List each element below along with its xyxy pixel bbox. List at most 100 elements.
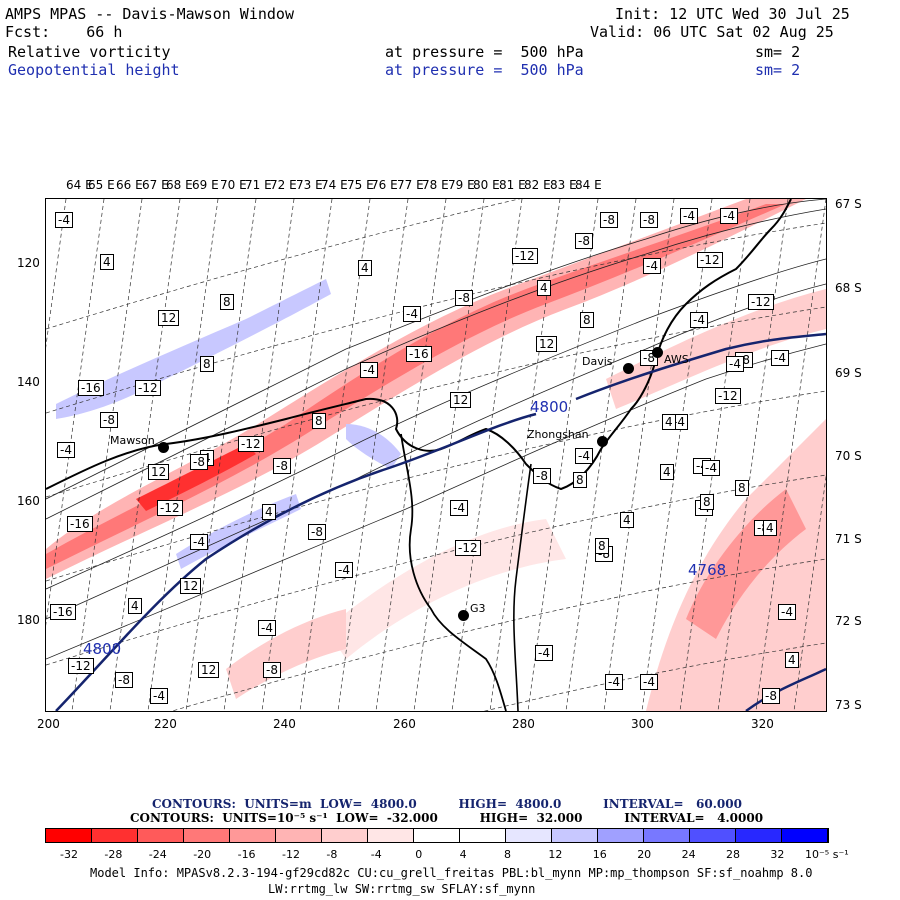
colorbar-unit: 10⁻⁵ s⁻¹ bbox=[805, 848, 849, 861]
field1-name: Relative vorticity bbox=[8, 43, 171, 61]
vorticity-contour-label: -4 bbox=[190, 534, 208, 550]
colorbar-swatch bbox=[552, 829, 598, 842]
vorticity-contour-label: -8 bbox=[190, 454, 208, 470]
longitude-label: 81 E bbox=[499, 178, 526, 192]
colorbar-tick: -16 bbox=[237, 848, 256, 861]
vorticity-contour-label: 8 bbox=[580, 312, 594, 328]
colorbar-swatch bbox=[276, 829, 322, 842]
vorticity-contour-label: -8 bbox=[533, 468, 551, 484]
vorticity-contour-label: -4 bbox=[720, 208, 738, 224]
station-marker-davis bbox=[623, 363, 634, 374]
longitude-label: 73 E bbox=[296, 178, 323, 192]
y-tick-label: 180 bbox=[17, 613, 40, 627]
vorticity-contour-label: -4 bbox=[726, 356, 744, 372]
vorticity-contour-label: -12 bbox=[748, 294, 774, 310]
colorbar bbox=[45, 828, 829, 843]
vorticity-contour-label: -4 bbox=[643, 258, 661, 274]
longitude-label: 75 E bbox=[347, 178, 374, 192]
colorbar-tick: 12 bbox=[548, 848, 563, 861]
vorticity-contour-label: 4 bbox=[662, 414, 676, 430]
longitude-label: 74 E bbox=[321, 178, 348, 192]
x-tick-label: 220 bbox=[154, 717, 177, 731]
longitude-label: 78 E bbox=[422, 178, 449, 192]
station-label-davis: Davis bbox=[582, 355, 613, 368]
latitude-label: 67 S bbox=[835, 197, 862, 211]
station-label-aws: AWS bbox=[664, 353, 689, 366]
station-marker-aws bbox=[652, 347, 663, 358]
vorticity-contour-label: -12 bbox=[157, 500, 183, 516]
vorticity-contour-label: -4 bbox=[702, 460, 720, 476]
vorticity-contour-label: 8 bbox=[220, 294, 234, 310]
station-marker-zhongshan bbox=[597, 436, 608, 447]
colorbar-swatch bbox=[414, 829, 460, 842]
colorbar-tick: 16 bbox=[592, 848, 607, 861]
longitude-label: 71 E bbox=[245, 178, 272, 192]
vorticity-contour-label: 4 bbox=[785, 652, 799, 668]
field1-pressure: at pressure = 500 hPa bbox=[385, 43, 584, 61]
vorticity-contour-label: -4 bbox=[360, 362, 378, 378]
vorticity-contour-label: 12 bbox=[450, 392, 472, 408]
colorbar-swatch bbox=[690, 829, 736, 842]
vorticity-contour-label: 12 bbox=[158, 310, 180, 326]
latitude-label: 73 S bbox=[835, 698, 862, 712]
vorticity-contour-label: 4 bbox=[620, 512, 634, 528]
y-tick-label: 160 bbox=[17, 494, 40, 508]
colorbar-tick: 24 bbox=[681, 848, 696, 861]
valid-time: Valid: 06 UTC Sat 02 Aug 25 bbox=[590, 23, 834, 41]
vorticity-contour-label: -16 bbox=[406, 346, 432, 362]
colorbar-tick: -32 bbox=[60, 848, 78, 861]
vorticity-contour-label: 4 bbox=[100, 254, 114, 270]
vorticity-contour-label: 12 bbox=[536, 336, 558, 352]
vorticity-contour-label: -4 bbox=[57, 442, 75, 458]
field2-smoothing: sm= 2 bbox=[755, 61, 801, 79]
field2-name: Geopotential height bbox=[8, 61, 180, 79]
inland-boundary bbox=[513, 463, 532, 711]
vorticity-contour-label: 4 bbox=[763, 520, 777, 536]
vorticity-contour-label: -4 bbox=[690, 312, 708, 328]
map-panel bbox=[45, 198, 827, 712]
colorbar-swatch bbox=[736, 829, 782, 842]
longitude-label: 64 E bbox=[66, 178, 93, 192]
colorbar-tick: -28 bbox=[104, 848, 123, 861]
colorbar-tick: -4 bbox=[370, 848, 382, 861]
vorticity-contour-label: -16 bbox=[67, 516, 93, 532]
longitude-label: 65 E bbox=[88, 178, 115, 192]
vorticity-contour-label: 12 bbox=[198, 662, 220, 678]
vorticity-contour-label: -8 bbox=[115, 672, 133, 688]
pos-vorticity-band bbox=[56, 279, 331, 419]
longitude-label: 80 E bbox=[473, 178, 500, 192]
colorbar-tick: 32 bbox=[770, 848, 785, 861]
vorticity-contour-label: -8 bbox=[100, 412, 118, 428]
colorbar-tick: 28 bbox=[726, 848, 740, 861]
forecast-hour: Fcst: 66 h bbox=[5, 23, 123, 41]
vorticity-contour-label: -8 bbox=[575, 233, 593, 249]
vorticity-contour-label: -4 bbox=[771, 350, 789, 366]
station-marker-mawson bbox=[158, 442, 169, 453]
vorticity-contour-label: 8 bbox=[312, 413, 326, 429]
field1-smoothing: sm= 2 bbox=[755, 43, 801, 61]
field2-pressure: at pressure = 500 hPa bbox=[385, 61, 584, 79]
colorbar-tick: -24 bbox=[148, 848, 167, 861]
vorticity-contour-label: -4 bbox=[640, 674, 658, 690]
vorticity-contour-label: -12 bbox=[455, 540, 481, 556]
longitude-label: 72 E bbox=[270, 178, 297, 192]
longitude-label: 84 E bbox=[575, 178, 602, 192]
longitude-label: 83 E bbox=[550, 178, 577, 192]
colorbar-tick: -20 bbox=[193, 848, 212, 861]
vorticity-contour-label: -4 bbox=[575, 448, 593, 464]
vorticity-contour-label: 8 bbox=[595, 538, 609, 554]
vorticity-contour-label: -12 bbox=[512, 248, 538, 264]
vorticity-contour-label: 4 bbox=[660, 464, 674, 480]
vorticity-contour-label: -4 bbox=[778, 604, 796, 620]
colorbar-swatch bbox=[368, 829, 414, 842]
vorticity-contour-label: -4 bbox=[335, 562, 353, 578]
colorbar-swatch bbox=[322, 829, 368, 842]
vorticity-contour-label: -4 bbox=[150, 688, 168, 704]
ice-shelf-outline bbox=[400, 433, 507, 711]
y-tick-label: 120 bbox=[17, 256, 40, 270]
vorticity-contour-label: -16 bbox=[50, 604, 76, 620]
x-tick-label: 260 bbox=[393, 717, 416, 731]
longitude-label: 68 E bbox=[166, 178, 193, 192]
plot-title: AMPS MPAS -- Davis-Mawson Window bbox=[5, 5, 294, 23]
vorticity-contour-label: -12 bbox=[715, 388, 741, 404]
